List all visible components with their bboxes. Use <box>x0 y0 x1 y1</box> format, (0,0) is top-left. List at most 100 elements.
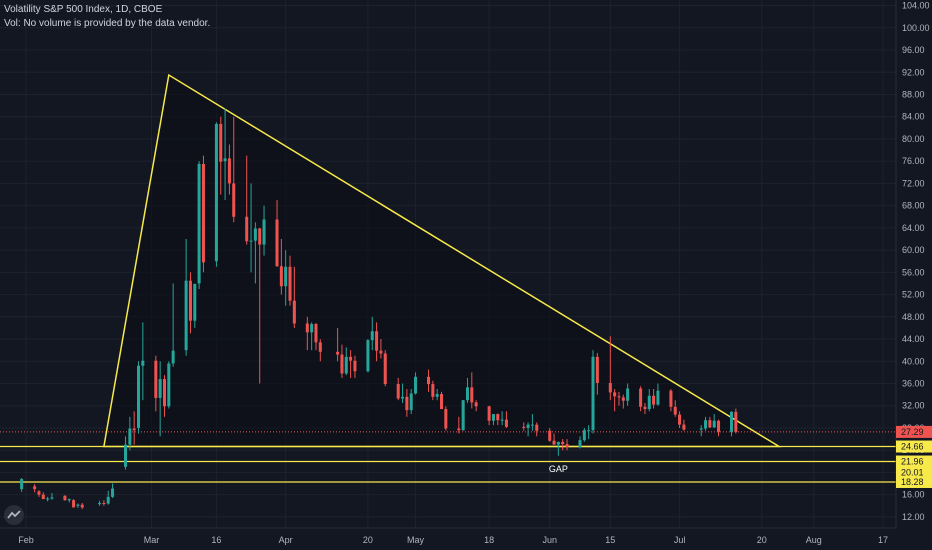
candle-body <box>656 390 660 405</box>
candle-body <box>470 387 474 403</box>
price-tick-label: 88.00 <box>902 89 925 99</box>
candle-body <box>474 402 478 407</box>
candle-body <box>565 444 569 448</box>
candle-body <box>487 406 491 421</box>
candle-body <box>457 428 461 431</box>
candle-body <box>552 440 556 445</box>
candle-body <box>98 502 102 505</box>
candle-body <box>76 504 80 506</box>
candle-body <box>626 388 630 401</box>
candle-body <box>245 216 249 242</box>
candle-body <box>197 163 201 284</box>
candle-body <box>461 400 465 431</box>
candle-body <box>193 284 197 321</box>
candle-body <box>141 360 145 366</box>
candle-body <box>383 353 387 385</box>
tradingview-logo-icon[interactable] <box>4 505 24 525</box>
candle-body <box>171 350 175 364</box>
candle-body <box>678 414 682 425</box>
candle-body <box>639 388 643 407</box>
candle-body <box>427 376 431 385</box>
candle-body <box>401 396 405 399</box>
candle-body <box>124 444 128 467</box>
candle-body <box>167 363 171 407</box>
candle-body <box>643 406 647 410</box>
candle-body <box>340 354 344 374</box>
time-tick-label: Mar <box>144 535 160 545</box>
candle-body <box>734 411 738 432</box>
price-tag-label: 27.29 <box>901 427 924 437</box>
candle-body <box>63 495 67 501</box>
candle-body <box>72 500 76 508</box>
price-tick-label: 100.00 <box>902 23 930 33</box>
candle-body <box>379 350 383 354</box>
candle-body <box>561 441 565 445</box>
triangle-drawing <box>102 73 782 448</box>
candle-body <box>106 496 110 504</box>
candle-body <box>704 420 708 429</box>
candle-body <box>132 428 136 431</box>
candle-body <box>526 424 530 428</box>
candle-body <box>556 441 560 445</box>
price-tick-label: 60.00 <box>902 245 925 255</box>
candle-body <box>530 424 534 426</box>
candle-body <box>288 266 292 301</box>
candle-body <box>730 411 734 432</box>
candle-body <box>214 123 218 262</box>
price-tick-label: 56.00 <box>902 267 925 277</box>
candle-body <box>414 376 418 394</box>
candle-body <box>305 323 309 333</box>
candle-body <box>405 396 409 411</box>
candle-body <box>578 440 582 448</box>
candle-body <box>682 424 686 430</box>
price-tag-label: 21.96 <box>901 457 924 467</box>
candle-body <box>621 397 625 401</box>
candle-body <box>595 356 599 383</box>
time-tick-label: 16 <box>211 535 221 545</box>
candle-body <box>370 331 374 341</box>
candle-body <box>275 219 279 267</box>
candle-body <box>491 414 495 421</box>
candle-body <box>366 340 370 372</box>
time-tick-label: Feb <box>18 535 34 545</box>
chart-title: Volatility S&P 500 Index, 1D, CBOE <box>4 4 163 15</box>
price-tick-label: 92.00 <box>902 67 925 77</box>
candle-body <box>535 424 539 431</box>
candle-body <box>717 420 721 432</box>
candle-body <box>314 324 318 343</box>
candle-body <box>219 123 223 162</box>
time-tick-label: 20 <box>757 535 767 545</box>
price-tick-label: 36.00 <box>902 378 925 388</box>
candle-body <box>336 351 340 355</box>
candle-body <box>409 393 413 411</box>
candle-body <box>292 300 296 324</box>
candle-body <box>158 379 162 398</box>
candle-body <box>465 387 469 401</box>
candle-body <box>258 228 262 245</box>
price-tick-label: 52.00 <box>902 290 925 300</box>
candle-body <box>435 394 439 397</box>
price-tick-label: 72.00 <box>902 178 925 188</box>
time-tick-label: 20 <box>363 535 373 545</box>
time-tick-label: 15 <box>605 535 615 545</box>
candle-body <box>708 420 712 428</box>
candle-body <box>162 379 166 407</box>
candle-body <box>249 240 253 242</box>
candle-body <box>284 266 288 287</box>
volume-note: Vol: No volume is provided by the data v… <box>4 18 211 29</box>
price-tick-label: 80.00 <box>902 134 925 144</box>
price-tag <box>896 466 932 479</box>
time-tick-label: 17 <box>878 535 888 545</box>
candle-body <box>20 479 24 490</box>
candle-body <box>375 331 379 351</box>
candle-body <box>37 491 41 495</box>
candle-body <box>504 419 508 427</box>
candle-body <box>223 158 227 162</box>
price-tick-label: 16.00 <box>902 490 925 500</box>
candle-body <box>349 356 353 361</box>
candle-body <box>647 395 651 410</box>
candle-body <box>111 488 115 497</box>
candle-body <box>617 396 621 398</box>
gap-annotation: GAP <box>549 464 568 474</box>
